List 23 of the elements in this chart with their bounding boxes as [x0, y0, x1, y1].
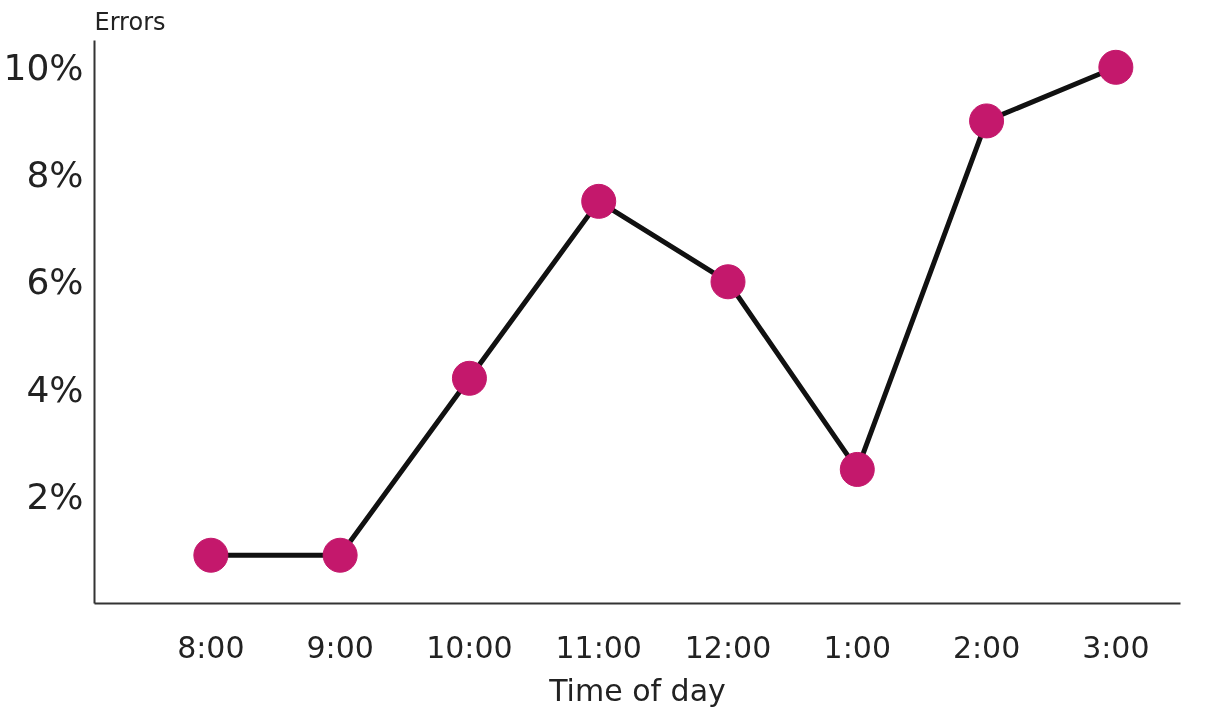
- x-tick-label: 11:00: [555, 629, 642, 665]
- x-tick-label: 1:00: [823, 629, 891, 665]
- point: [322, 537, 358, 573]
- y-tick-label: 10%: [3, 46, 84, 88]
- x-axis-title: Time of day: [548, 672, 726, 708]
- y-tick-label: 4%: [26, 368, 84, 410]
- x-tick-label: 8:00: [177, 629, 245, 665]
- point: [581, 183, 617, 219]
- point: [1098, 49, 1134, 85]
- y-axis-title: Errors: [94, 7, 166, 36]
- point: [839, 451, 875, 487]
- point: [710, 264, 746, 300]
- point: [969, 103, 1005, 139]
- point: [193, 537, 229, 573]
- x-tick-label: 12:00: [684, 629, 772, 665]
- y-tick-label: 8%: [26, 154, 84, 196]
- point: [451, 360, 487, 396]
- x-tick-label: 9:00: [306, 629, 374, 665]
- x-tick-label: 2:00: [952, 629, 1021, 665]
- y-tick-label: 2%: [26, 475, 84, 517]
- y-tick-label: 6%: [26, 261, 84, 303]
- x-tick-label: 10:00: [426, 629, 513, 665]
- x-tick-label: 3:00: [1082, 629, 1150, 665]
